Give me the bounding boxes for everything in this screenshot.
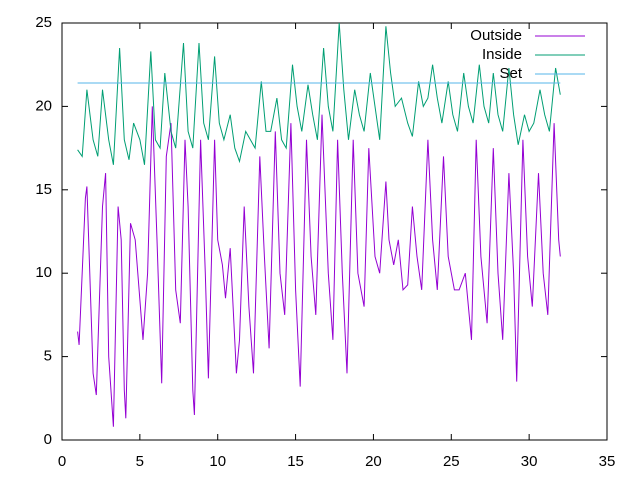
x-tick-label: 20 [365, 453, 382, 470]
x-tick-label: 25 [443, 453, 460, 470]
x-tick-label: 10 [209, 453, 226, 470]
series-line [77, 22, 561, 165]
y-tick-label: 25 [35, 14, 52, 31]
x-tick-label: 5 [136, 453, 144, 470]
y-tick-label: 10 [35, 264, 52, 281]
y-tick-label: 0 [44, 431, 52, 448]
y-tick-label: 5 [44, 348, 52, 365]
y-tick-label: 15 [35, 181, 52, 198]
plot-frame [61, 22, 608, 441]
legend-label: Inside [482, 46, 522, 63]
x-tick-label: 30 [521, 453, 538, 470]
series-line [77, 106, 561, 427]
x-tick-label: 0 [58, 453, 66, 470]
x-tick-label: 15 [287, 453, 304, 470]
x-tick-label: 35 [599, 453, 616, 470]
y-tick-label: 20 [35, 97, 52, 114]
legend-label: Set [499, 65, 522, 82]
legend-label: Outside [470, 27, 522, 44]
